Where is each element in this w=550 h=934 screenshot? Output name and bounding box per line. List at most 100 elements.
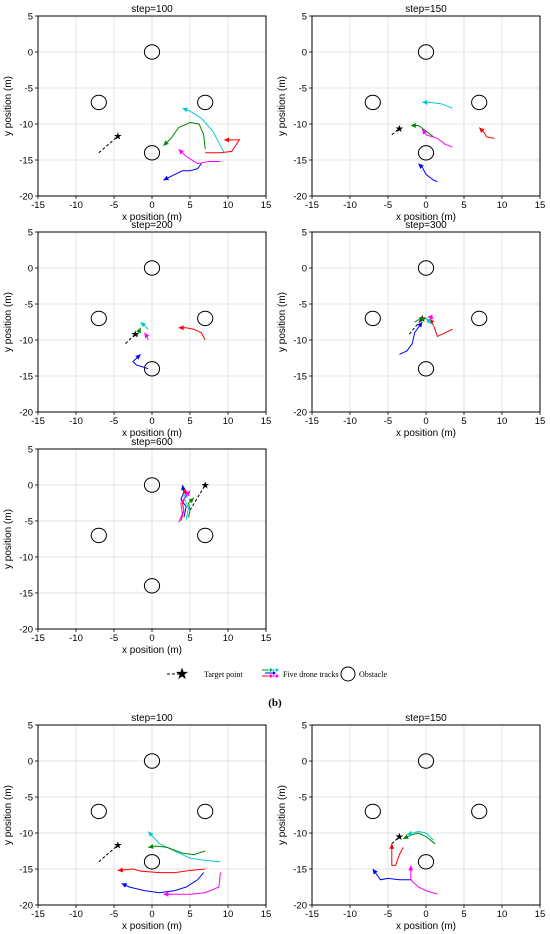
obstacle-circle bbox=[143, 854, 161, 870]
y-tick-label: -15 bbox=[19, 156, 33, 167]
obstacle-circle bbox=[143, 260, 161, 276]
drone-track-1 bbox=[147, 831, 221, 863]
target-star-icon: ★ bbox=[113, 841, 122, 852]
y-tick-label: -5 bbox=[25, 517, 33, 528]
y-tick-label: -5 bbox=[299, 793, 307, 804]
plot-frame bbox=[37, 448, 267, 630]
x-tick-label: -10 bbox=[343, 909, 357, 920]
legend-obstacle-label: Obstacle bbox=[359, 670, 387, 679]
drone-arrowhead-5 bbox=[121, 883, 128, 888]
x-tick-label: -15 bbox=[305, 909, 319, 920]
drone-track-1 bbox=[399, 321, 423, 355]
drone-arrowhead-1 bbox=[417, 322, 423, 328]
y-axis-label: y position (m) bbox=[277, 292, 288, 352]
y-tick-label: -20 bbox=[19, 192, 33, 203]
x-tick-label: 0 bbox=[423, 909, 428, 920]
x-tick-label: -15 bbox=[31, 200, 45, 211]
legend-tracks-icon bbox=[262, 668, 279, 678]
y-tick-label: -10 bbox=[19, 553, 33, 564]
x-tick-label: -5 bbox=[110, 200, 118, 211]
x-tick-label: 10 bbox=[223, 909, 234, 920]
x-tick-label: 15 bbox=[535, 200, 546, 211]
x-tick-label: 10 bbox=[223, 200, 234, 211]
x-tick-label: -5 bbox=[110, 909, 118, 920]
drone-arrowhead-5 bbox=[372, 869, 378, 875]
x-tick-label: -5 bbox=[110, 416, 118, 427]
plot-area: ★ bbox=[364, 260, 488, 377]
obstacle-circle bbox=[143, 361, 161, 377]
x-tick-label: 10 bbox=[497, 909, 508, 920]
drone-arrowhead-3 bbox=[140, 322, 146, 328]
x-tick-label: 5 bbox=[187, 416, 192, 427]
x-tick-label: -5 bbox=[384, 416, 392, 427]
chart-title: step=150 bbox=[405, 713, 447, 724]
plot-frame bbox=[37, 231, 267, 413]
x-tick-label: 10 bbox=[223, 416, 234, 427]
legend-obstacle-icon bbox=[340, 666, 356, 682]
y-tick-label: -10 bbox=[19, 120, 33, 131]
y-tick-label: -20 bbox=[293, 408, 307, 419]
y-tick-label: 0 bbox=[28, 757, 33, 768]
y-tick-label: -20 bbox=[19, 901, 33, 912]
drone-track-3 bbox=[391, 843, 404, 866]
drone-arrowhead-4 bbox=[184, 490, 190, 497]
obstacle-circle bbox=[90, 803, 107, 820]
x-axis-label: x position (m) bbox=[396, 921, 456, 932]
obstacle-circle bbox=[197, 803, 214, 820]
target-star-icon: ★ bbox=[131, 330, 140, 341]
x-axis-label: x position (m) bbox=[122, 921, 182, 932]
target-star-icon: ★ bbox=[395, 832, 404, 843]
obstacle-circle bbox=[417, 854, 435, 870]
legend-tracks-label: Five drone tracks bbox=[283, 670, 339, 679]
y-tick-label: 5 bbox=[302, 721, 307, 732]
obstacle-circle bbox=[90, 310, 107, 327]
drone-arrowhead-5 bbox=[163, 175, 169, 181]
target-star-icon: ★ bbox=[201, 481, 210, 492]
target-star-icon: ★ bbox=[113, 132, 122, 143]
x-tick-label: -5 bbox=[110, 633, 118, 644]
obstacle-circle bbox=[417, 260, 435, 276]
y-tick-label: -15 bbox=[19, 865, 33, 876]
drone-track-4 bbox=[410, 865, 438, 895]
x-tick-label: 5 bbox=[187, 633, 192, 644]
y-tick-label: 5 bbox=[28, 445, 33, 456]
drone-arrowhead-5 bbox=[418, 163, 424, 169]
target-line bbox=[98, 135, 119, 154]
obstacle-circle bbox=[471, 310, 488, 327]
y-tick-label: -15 bbox=[19, 589, 33, 600]
obstacle-circle bbox=[364, 94, 381, 111]
x-axis-label: x position (m) bbox=[122, 645, 182, 656]
x-tick-label: 15 bbox=[261, 416, 272, 427]
x-tick-label: -15 bbox=[31, 416, 45, 427]
x-tick-label: 10 bbox=[497, 416, 508, 427]
chart-title: step=100 bbox=[131, 713, 173, 724]
x-tick-label: -10 bbox=[343, 200, 357, 211]
drone-track-2 bbox=[406, 831, 434, 841]
drone-arrowhead-4 bbox=[426, 318, 432, 324]
y-tick-label: -5 bbox=[25, 300, 33, 311]
y-tick-label: 5 bbox=[302, 12, 307, 23]
drone-arrowhead-3 bbox=[420, 316, 426, 322]
legend: ★ Target point Five drone tracks Obstacl… bbox=[167, 666, 387, 683]
obstacle-circle bbox=[417, 145, 435, 161]
x-tick-label: -15 bbox=[305, 200, 319, 211]
drone-arrowhead-2 bbox=[135, 354, 141, 360]
obstacle-circle bbox=[471, 94, 488, 111]
plot-frame bbox=[37, 724, 267, 906]
obstacle-circle bbox=[197, 527, 214, 544]
y-axis-label: y position (m) bbox=[3, 509, 14, 569]
drone-arrowhead-3 bbox=[422, 129, 428, 135]
plot-area: ★ bbox=[90, 260, 214, 377]
obstacle-circle bbox=[471, 803, 488, 820]
chart-title: step=200 bbox=[131, 220, 173, 231]
drone-arrowhead-5 bbox=[188, 497, 194, 504]
x-tick-label: -5 bbox=[384, 200, 392, 211]
x-axis-label: x position (m) bbox=[122, 428, 182, 439]
drone-track-5 bbox=[372, 868, 411, 881]
plot-frame bbox=[311, 724, 541, 906]
obstacle-circle bbox=[417, 44, 435, 60]
